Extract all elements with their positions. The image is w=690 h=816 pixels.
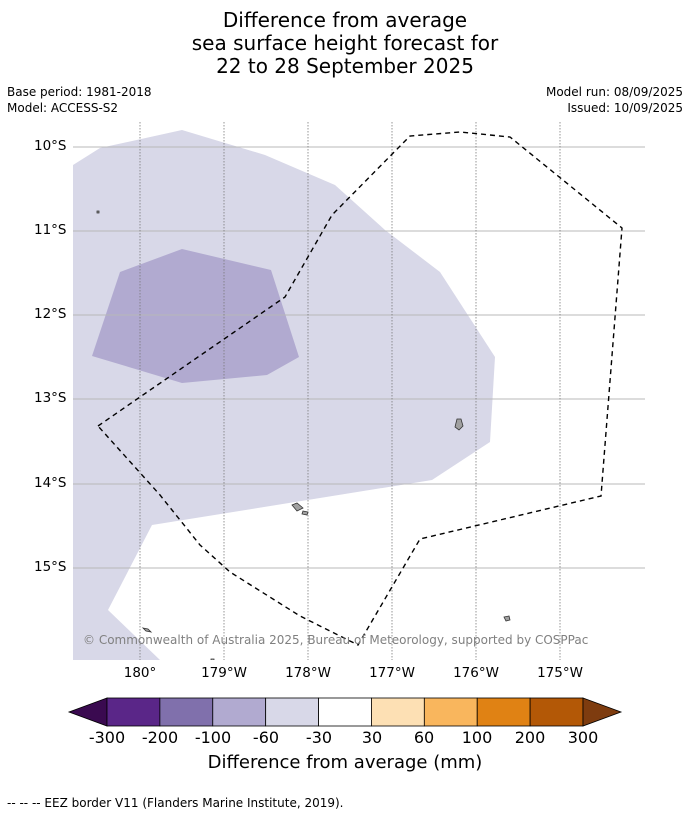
colorbar-under-arrow bbox=[67, 697, 108, 727]
colorbar-tick-8: 200 bbox=[514, 728, 546, 747]
colorbar-bin-0 bbox=[106, 697, 161, 727]
colorbar-tick-4: -30 bbox=[305, 728, 333, 747]
colorbar-bin-6 bbox=[423, 697, 478, 727]
island-niuafoou bbox=[503, 615, 511, 622]
eez-legend: -- -- -- EEZ border V11 (Flanders Marine… bbox=[7, 796, 344, 810]
colorbar-tick-5: 30 bbox=[361, 728, 383, 747]
island-small-north bbox=[96, 210, 100, 214]
colorbar-bin-7 bbox=[476, 697, 531, 727]
colorbar-tick-9: 300 bbox=[567, 728, 599, 747]
colorbar-tick-0: -300 bbox=[88, 728, 126, 747]
colorbar bbox=[67, 697, 623, 727]
longitude-gridlines bbox=[139, 122, 561, 660]
colorbar-tick-1: -200 bbox=[141, 728, 179, 747]
colorbar-tick-7: 100 bbox=[461, 728, 493, 747]
lat-label-15s: 15°S bbox=[34, 559, 67, 575]
anomaly-region-light bbox=[73, 130, 495, 660]
colorbar-bin-1 bbox=[159, 697, 214, 727]
model-label: Model: ACCESS-S2 bbox=[7, 101, 119, 115]
lon-label-178w: 178°W bbox=[285, 665, 331, 681]
colorbar-tick-6: 60 bbox=[413, 728, 435, 747]
colorbar-bin-8 bbox=[529, 697, 584, 727]
island-wallis bbox=[454, 418, 464, 431]
lon-label-175w: 175°W bbox=[537, 665, 583, 681]
lon-label-177w: 177°W bbox=[369, 665, 415, 681]
land-islands bbox=[96, 210, 511, 660]
map-title-line-3: 22 to 28 September 2025 bbox=[216, 54, 474, 78]
eez-border bbox=[96, 131, 623, 646]
colorbar-title: Difference from average (mm) bbox=[207, 752, 483, 773]
anomaly-region-medium bbox=[92, 249, 299, 383]
map-title-line-2: sea surface height forecast for bbox=[191, 31, 499, 55]
lon-label-180: 180° bbox=[123, 665, 157, 681]
colorbar-tick-3: -60 bbox=[252, 728, 280, 747]
lat-label-12s: 12°S bbox=[34, 306, 67, 322]
colorbar-bin-4 bbox=[318, 697, 372, 727]
lat-label-11s: 11°S bbox=[34, 222, 67, 238]
copyright-text: © Commonwealth of Australia 2025, Bureau… bbox=[83, 633, 589, 647]
island-alofi bbox=[301, 510, 309, 516]
colorbar-over-arrow bbox=[582, 697, 623, 727]
island-futuna bbox=[291, 502, 304, 512]
map-title-line-1: Difference from average bbox=[222, 8, 468, 32]
colorbar-bin-3 bbox=[265, 697, 319, 727]
colorbar-bin-5 bbox=[371, 697, 425, 727]
colorbar-tick-2: -100 bbox=[194, 728, 232, 747]
island-small-south bbox=[141, 627, 153, 633]
lon-label-176w: 176°W bbox=[453, 665, 499, 681]
lat-label-14s: 14°S bbox=[34, 475, 67, 491]
lon-label-179w: 179°W bbox=[201, 665, 247, 681]
model-run-label: Model run: 08/09/2025 bbox=[545, 85, 683, 99]
latitude-gridlines bbox=[73, 146, 645, 569]
island-small-bottom bbox=[210, 658, 215, 660]
lat-label-10s: 10°S bbox=[34, 138, 67, 154]
colorbar-bin-2 bbox=[212, 697, 267, 727]
issued-label: Issued: 10/09/2025 bbox=[567, 101, 683, 115]
lat-label-13s: 13°S bbox=[34, 390, 67, 406]
base-period-label: Base period: 1981-2018 bbox=[7, 85, 152, 99]
